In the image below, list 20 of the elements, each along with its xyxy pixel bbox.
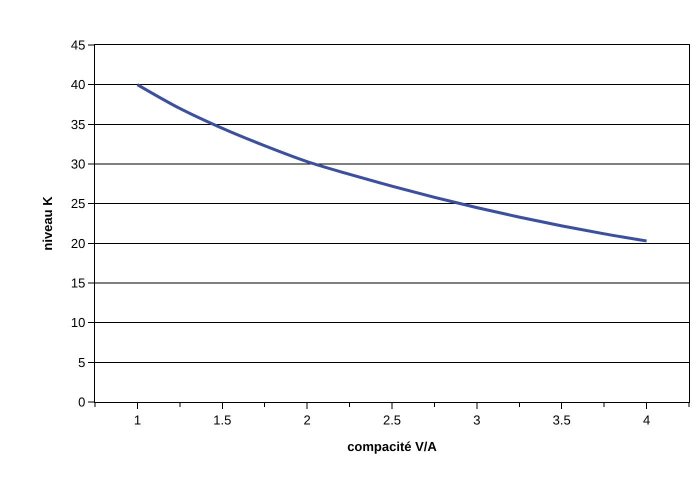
y-tick-label: 0 [78,394,86,410]
x-tick-label: 1 [134,412,142,428]
y-tick-label: 5 [78,354,86,370]
x-tick-label: 2.5 [382,412,402,428]
y-tick-label: 15 [70,276,86,291]
y-tick-label: 25 [70,196,86,212]
x-axis-title: compacité V/A [347,439,438,454]
y-axis-title: niveau K [40,196,55,251]
x-tick-label: 3.5 [552,412,571,428]
y-tick-label: 45 [70,38,86,53]
y-tick-label: 20 [70,236,86,251]
y-tick-label: 10 [70,315,86,330]
x-tick-label: 2 [304,412,311,428]
y-tick-label: 35 [70,116,86,132]
x-tick-label: 1.5 [213,412,232,428]
line-series [136,83,648,242]
x-tick-label: 4 [642,412,650,428]
y-tick-label: 40 [70,77,86,92]
x-tick-label: 3 [473,412,480,428]
y-tick-label: 30 [70,156,86,172]
